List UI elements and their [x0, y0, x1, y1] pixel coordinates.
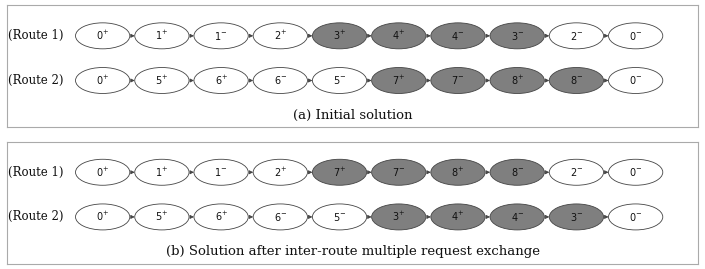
Ellipse shape	[253, 68, 307, 94]
Text: $2^{-}$: $2^{-}$	[570, 30, 583, 42]
Ellipse shape	[312, 23, 367, 49]
Text: $0^{+}$: $0^{+}$	[96, 166, 109, 179]
Ellipse shape	[194, 204, 248, 230]
Ellipse shape	[608, 23, 663, 49]
Text: (Route 1): (Route 1)	[8, 29, 63, 42]
Text: $0^{+}$: $0^{+}$	[96, 29, 109, 43]
Ellipse shape	[431, 23, 485, 49]
Ellipse shape	[75, 204, 130, 230]
Ellipse shape	[549, 159, 603, 185]
Text: $7^{+}$: $7^{+}$	[392, 74, 405, 87]
Ellipse shape	[549, 68, 603, 94]
Text: $4^{+}$: $4^{+}$	[451, 210, 465, 224]
Text: $1^{-}$: $1^{-}$	[214, 166, 228, 178]
Text: $1^{-}$: $1^{-}$	[214, 30, 228, 42]
Ellipse shape	[372, 159, 426, 185]
Text: $6^{-}$: $6^{-}$	[274, 75, 287, 87]
Ellipse shape	[608, 68, 663, 94]
Text: $0^{-}$: $0^{-}$	[629, 30, 642, 42]
Ellipse shape	[312, 204, 367, 230]
Text: $3^{-}$: $3^{-}$	[570, 211, 583, 223]
Text: $6^{+}$: $6^{+}$	[214, 74, 228, 87]
Text: $0^{+}$: $0^{+}$	[96, 74, 109, 87]
Text: $8^{-}$: $8^{-}$	[510, 166, 524, 178]
Ellipse shape	[490, 204, 544, 230]
Text: $8^{-}$: $8^{-}$	[570, 75, 583, 87]
Ellipse shape	[431, 159, 485, 185]
Text: $0^{-}$: $0^{-}$	[629, 75, 642, 87]
Ellipse shape	[431, 68, 485, 94]
Text: (b) Solution after inter-route multiple request exchange: (b) Solution after inter-route multiple …	[166, 245, 539, 258]
Ellipse shape	[253, 204, 307, 230]
Ellipse shape	[75, 68, 130, 94]
Ellipse shape	[431, 204, 485, 230]
Text: $1^{+}$: $1^{+}$	[155, 166, 168, 179]
Text: (Route 2): (Route 2)	[8, 74, 63, 87]
Ellipse shape	[194, 68, 248, 94]
Ellipse shape	[549, 204, 603, 230]
Ellipse shape	[372, 23, 426, 49]
Text: (Route 1): (Route 1)	[8, 166, 63, 179]
Text: $5^{-}$: $5^{-}$	[333, 75, 346, 87]
Ellipse shape	[194, 159, 248, 185]
Text: $0^{-}$: $0^{-}$	[629, 211, 642, 223]
Ellipse shape	[608, 204, 663, 230]
Text: $5^{+}$: $5^{+}$	[155, 74, 168, 87]
Ellipse shape	[75, 159, 130, 185]
Text: $8^{+}$: $8^{+}$	[451, 166, 465, 179]
Ellipse shape	[490, 68, 544, 94]
Text: $4^{-}$: $4^{-}$	[451, 30, 465, 42]
Text: (Route 2): (Route 2)	[8, 210, 63, 224]
Text: $8^{+}$: $8^{+}$	[510, 74, 524, 87]
Ellipse shape	[312, 159, 367, 185]
Text: $1^{+}$: $1^{+}$	[155, 29, 168, 43]
Text: $6^{+}$: $6^{+}$	[214, 210, 228, 224]
Ellipse shape	[253, 23, 307, 49]
Ellipse shape	[490, 159, 544, 185]
Text: $0^{+}$: $0^{+}$	[96, 210, 109, 224]
Ellipse shape	[608, 159, 663, 185]
Text: $7^{-}$: $7^{-}$	[392, 166, 405, 178]
Ellipse shape	[372, 68, 426, 94]
Text: $4^{-}$: $4^{-}$	[510, 211, 524, 223]
Ellipse shape	[490, 23, 544, 49]
Ellipse shape	[135, 159, 189, 185]
Text: $5^{-}$: $5^{-}$	[333, 211, 346, 223]
Text: $2^{-}$: $2^{-}$	[570, 166, 583, 178]
Text: $3^{-}$: $3^{-}$	[510, 30, 524, 42]
Ellipse shape	[372, 204, 426, 230]
Text: $3^{+}$: $3^{+}$	[392, 210, 405, 224]
Text: $5^{+}$: $5^{+}$	[155, 210, 168, 224]
Text: $7^{+}$: $7^{+}$	[333, 166, 346, 179]
Ellipse shape	[135, 23, 189, 49]
Text: $7^{-}$: $7^{-}$	[451, 75, 465, 87]
Ellipse shape	[135, 68, 189, 94]
Ellipse shape	[253, 159, 307, 185]
Ellipse shape	[75, 23, 130, 49]
Text: $4^{+}$: $4^{+}$	[392, 29, 405, 43]
Text: $2^{+}$: $2^{+}$	[274, 166, 287, 179]
Ellipse shape	[135, 204, 189, 230]
Ellipse shape	[549, 23, 603, 49]
Text: $6^{-}$: $6^{-}$	[274, 211, 287, 223]
Text: $3^{+}$: $3^{+}$	[333, 29, 346, 43]
Text: (a) Initial solution: (a) Initial solution	[293, 108, 412, 122]
Text: $0^{-}$: $0^{-}$	[629, 166, 642, 178]
Text: $2^{+}$: $2^{+}$	[274, 29, 287, 43]
Ellipse shape	[194, 23, 248, 49]
Ellipse shape	[312, 68, 367, 94]
